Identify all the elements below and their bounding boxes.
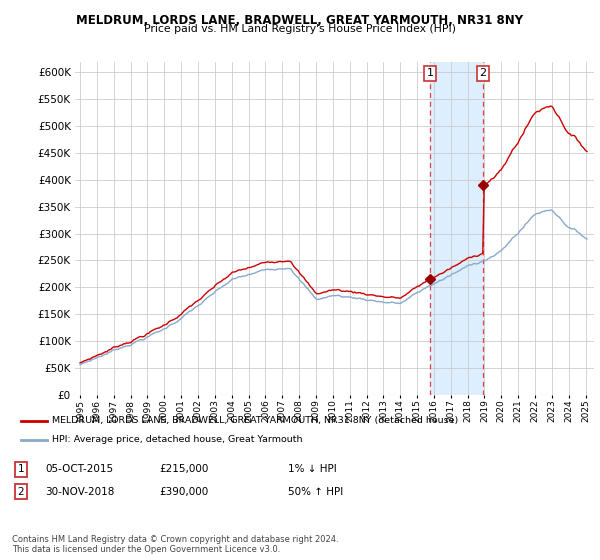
Text: 1: 1 xyxy=(427,68,433,78)
Text: £215,000: £215,000 xyxy=(159,464,208,474)
Text: HPI: Average price, detached house, Great Yarmouth: HPI: Average price, detached house, Grea… xyxy=(52,435,303,444)
Text: 1% ↓ HPI: 1% ↓ HPI xyxy=(288,464,337,474)
Text: 2: 2 xyxy=(479,68,487,78)
Text: 05-OCT-2015: 05-OCT-2015 xyxy=(45,464,113,474)
Text: MELDRUM, LORDS LANE, BRADWELL, GREAT YARMOUTH, NR31 8NY (detached house): MELDRUM, LORDS LANE, BRADWELL, GREAT YAR… xyxy=(52,417,458,426)
Text: 30-NOV-2018: 30-NOV-2018 xyxy=(45,487,115,497)
Text: 2: 2 xyxy=(17,487,25,497)
Text: Price paid vs. HM Land Registry's House Price Index (HPI): Price paid vs. HM Land Registry's House … xyxy=(144,24,456,34)
Text: Contains HM Land Registry data © Crown copyright and database right 2024.
This d: Contains HM Land Registry data © Crown c… xyxy=(12,535,338,554)
Text: MELDRUM, LORDS LANE, BRADWELL, GREAT YARMOUTH, NR31 8NY: MELDRUM, LORDS LANE, BRADWELL, GREAT YAR… xyxy=(76,14,524,27)
Bar xyxy=(430,62,483,395)
Text: 50% ↑ HPI: 50% ↑ HPI xyxy=(288,487,343,497)
Text: 1: 1 xyxy=(17,464,25,474)
Text: £390,000: £390,000 xyxy=(159,487,208,497)
